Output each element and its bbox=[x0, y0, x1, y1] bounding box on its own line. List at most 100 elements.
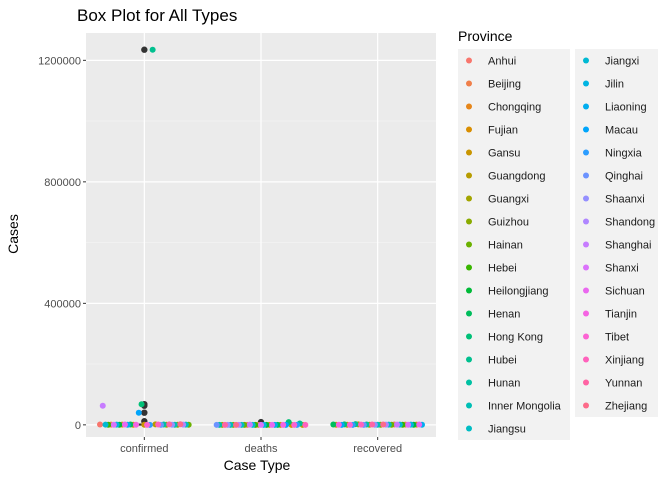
legend-label: Jiangxi bbox=[605, 56, 639, 68]
legend-key bbox=[583, 356, 589, 363]
x-tick-label: confirmed bbox=[120, 443, 168, 455]
legend-label: Hebei bbox=[488, 263, 517, 275]
legend-key bbox=[466, 195, 472, 202]
data-point bbox=[144, 421, 151, 428]
legend-key bbox=[466, 126, 472, 133]
legend-label: Shandong bbox=[605, 217, 655, 229]
legend-label: Guangdong bbox=[488, 171, 546, 183]
legend-label: Guizhou bbox=[488, 217, 529, 229]
legend-label: Macau bbox=[605, 125, 638, 137]
legend-key bbox=[466, 172, 472, 179]
legend-label: Guangxi bbox=[488, 194, 529, 206]
legend-key bbox=[466, 310, 472, 317]
legend-label: Chongqing bbox=[488, 102, 541, 114]
legend-key bbox=[583, 80, 589, 87]
legend-label: Shanxi bbox=[605, 263, 639, 275]
legend-key bbox=[466, 218, 472, 225]
legend-key bbox=[583, 172, 589, 179]
data-point bbox=[138, 401, 145, 408]
legend-label: Liaoning bbox=[605, 102, 647, 114]
box-outlier bbox=[141, 409, 148, 416]
y-axis-title: Cases bbox=[5, 214, 21, 254]
data-point bbox=[166, 421, 173, 428]
data-point bbox=[102, 421, 109, 428]
legend-key bbox=[466, 379, 472, 386]
data-point bbox=[213, 421, 220, 428]
data-point bbox=[258, 421, 264, 428]
legend-key bbox=[583, 310, 589, 317]
legend-label: Shanghai bbox=[605, 240, 652, 252]
legend-label: Heilongjiang bbox=[488, 286, 549, 298]
legend-label: Jilin bbox=[605, 79, 624, 91]
data-point bbox=[177, 421, 184, 428]
legend-label: Sichuan bbox=[605, 286, 645, 298]
x-tick-label: recovered bbox=[353, 443, 402, 455]
legend-key bbox=[583, 333, 589, 340]
legend-key bbox=[466, 333, 472, 340]
data-point bbox=[110, 421, 117, 428]
legend-key bbox=[583, 195, 589, 202]
legend-label: Inner Mongolia bbox=[488, 401, 562, 413]
legend-label: Yunnan bbox=[605, 378, 642, 390]
data-point bbox=[99, 402, 106, 409]
legend-key-background bbox=[458, 49, 570, 440]
x-axis-title: Case Type bbox=[224, 457, 291, 473]
legend-key bbox=[466, 103, 472, 110]
legend-key bbox=[583, 379, 589, 386]
legend-label: Hubei bbox=[488, 355, 517, 367]
legend-label: Beijing bbox=[488, 79, 521, 91]
legend-key bbox=[466, 149, 472, 156]
legend-label: Henan bbox=[488, 309, 520, 321]
data-point bbox=[416, 421, 423, 428]
legend-key bbox=[583, 287, 589, 294]
data-point bbox=[346, 421, 353, 428]
legend-label: Hainan bbox=[488, 240, 523, 252]
data-point bbox=[302, 421, 309, 428]
data-point bbox=[335, 421, 342, 428]
data-point bbox=[221, 421, 228, 428]
legend-key bbox=[583, 218, 589, 225]
y-tick-label: 0 bbox=[75, 420, 81, 432]
legend-key-background bbox=[575, 49, 658, 417]
data-point bbox=[358, 421, 365, 428]
legend-key bbox=[466, 241, 472, 248]
legend-label: Anhui bbox=[488, 56, 516, 68]
data-point bbox=[269, 421, 276, 428]
data-point bbox=[149, 46, 156, 53]
legend-label: Jiangsu bbox=[488, 424, 526, 436]
points-confirmed bbox=[97, 46, 192, 428]
chart-title: Box Plot for All Types bbox=[77, 6, 237, 25]
legend-key bbox=[583, 264, 589, 271]
legend-key bbox=[466, 402, 472, 409]
plot-panel bbox=[86, 33, 436, 437]
legend-key bbox=[583, 126, 589, 133]
y-axis: 0 400000 800000 1200000 bbox=[38, 55, 86, 432]
data-point bbox=[135, 409, 142, 416]
legend-label: Zhejiang bbox=[605, 401, 647, 413]
data-point bbox=[405, 421, 412, 428]
points-deaths bbox=[213, 419, 309, 428]
data-point bbox=[121, 421, 128, 428]
data-point bbox=[97, 421, 103, 428]
data-point bbox=[380, 421, 387, 428]
legend-key bbox=[583, 103, 589, 110]
legend-title: Province bbox=[458, 28, 513, 44]
data-point bbox=[280, 421, 287, 428]
legend-label: Fujian bbox=[488, 125, 518, 137]
x-tick-label: deaths bbox=[244, 443, 278, 455]
legend-key bbox=[583, 402, 589, 409]
data-point bbox=[133, 421, 140, 428]
legend-key bbox=[583, 57, 589, 64]
legend-key bbox=[466, 57, 472, 64]
points-recovered bbox=[330, 421, 425, 428]
data-point bbox=[155, 421, 162, 428]
legend-key bbox=[583, 149, 589, 156]
legend-label: Ningxia bbox=[605, 148, 643, 160]
legend: Province Anhui Beijing Chongqing Fujian Gans… bbox=[458, 28, 658, 440]
legend-key bbox=[466, 287, 472, 294]
x-axis: confirmed deaths recovered bbox=[120, 437, 402, 455]
legend-label: Hong Kong bbox=[488, 332, 543, 344]
legend-label: Tibet bbox=[605, 332, 629, 344]
y-tick-label: 800000 bbox=[44, 177, 81, 189]
